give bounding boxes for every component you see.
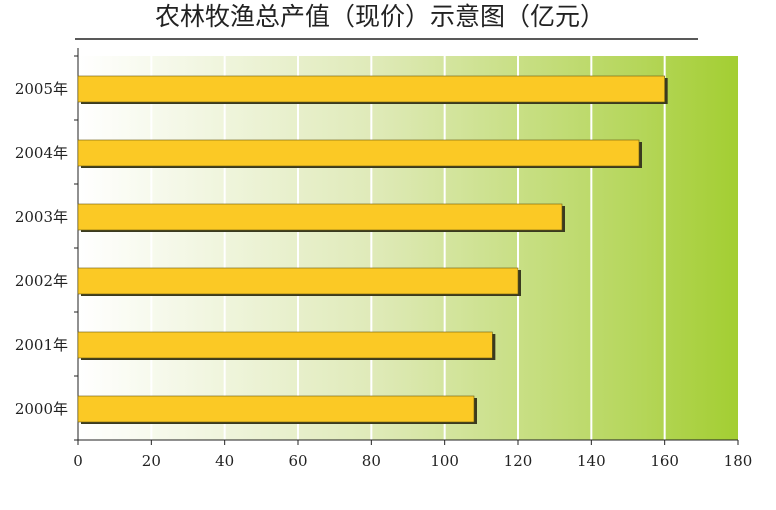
x-tick-label: 20 [142, 452, 161, 470]
y-tick-label: 2004年 [15, 144, 68, 162]
x-tick-label: 80 [362, 452, 381, 470]
y-tick-label: 2003年 [15, 208, 68, 226]
y-tick-label: 2001年 [15, 336, 68, 354]
y-tick-label: 2005年 [15, 80, 68, 98]
bar [77, 267, 519, 295]
bar [77, 139, 640, 167]
y-tick-label: 2000年 [15, 400, 68, 418]
x-tick-label: 140 [577, 452, 606, 470]
x-tick-label: 60 [288, 452, 307, 470]
chart-title: 农林牧渔总产值（现价）示意图（亿元） [155, 2, 605, 31]
plot-area [78, 56, 738, 440]
x-tick-label: 180 [724, 452, 753, 470]
y-tick-label: 2002年 [15, 272, 68, 290]
x-tick-label: 160 [650, 452, 679, 470]
bar [77, 331, 493, 359]
bar [77, 395, 475, 423]
x-tick-label: 40 [215, 452, 234, 470]
x-tick-label: 0 [73, 452, 83, 470]
x-tick-label: 120 [504, 452, 533, 470]
x-tick-label: 100 [430, 452, 459, 470]
bar [77, 75, 665, 103]
bar [77, 203, 563, 231]
